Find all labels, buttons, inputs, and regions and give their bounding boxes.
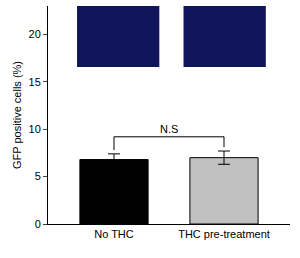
svg-text:0: 0	[35, 218, 41, 230]
svg-text:THC pre-treatment: THC pre-treatment	[178, 228, 270, 240]
svg-text:5: 5	[35, 170, 41, 182]
svg-text:10: 10	[29, 123, 41, 135]
svg-text:20: 20	[29, 28, 41, 40]
svg-text:N.S: N.S	[160, 123, 178, 135]
svg-text:GFP positive cells (%): GFP positive cells (%)	[11, 61, 23, 169]
svg-text:No THC: No THC	[94, 228, 134, 240]
svg-text:15: 15	[29, 76, 41, 88]
